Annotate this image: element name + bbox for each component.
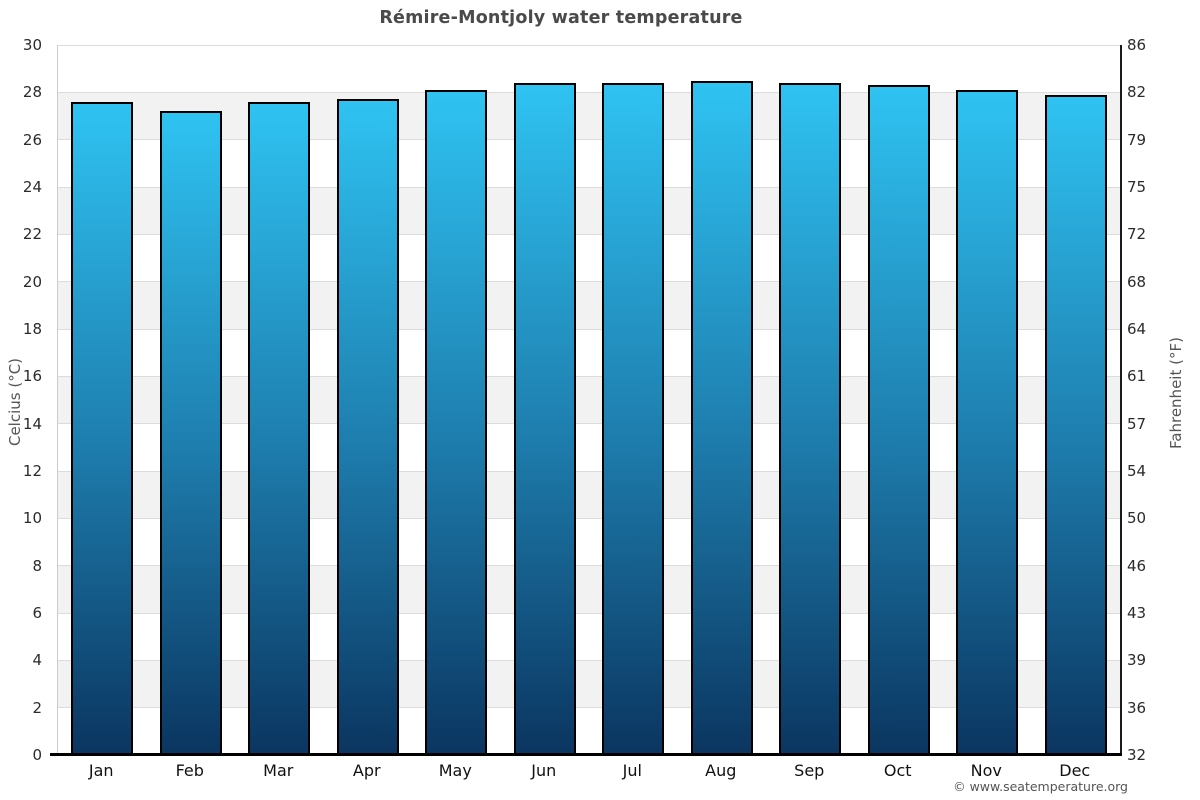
fahrenheit-tick-label: 46	[1127, 556, 1147, 575]
background-band	[58, 92, 1120, 140]
celsius-tick-label: 8	[32, 556, 42, 575]
celsius-tick-label: 6	[32, 604, 42, 622]
gridline	[58, 233, 1120, 235]
x-axis-line	[50, 753, 1122, 756]
month-label-dec: Dec	[1059, 761, 1091, 780]
background-band	[58, 518, 1120, 566]
background-band	[58, 660, 1120, 708]
bar-jan	[71, 101, 134, 755]
fahrenheit-tick-label: 39	[1127, 651, 1147, 670]
month-label-jan: Jan	[88, 761, 114, 780]
celsius-tick-label: 0	[32, 746, 42, 764]
copyright-text: © www.seatemperature.org	[953, 779, 1128, 794]
fahrenheit-tick-label: 54	[1127, 462, 1147, 480]
gridline	[58, 375, 1120, 377]
bar-jun	[513, 82, 576, 755]
fahrenheit-tick-label: 72	[1127, 225, 1147, 244]
celsius-tick-label: 20	[22, 272, 42, 291]
bar-dec	[1044, 94, 1107, 755]
celsius-tick-label: 28	[22, 83, 42, 102]
background-band	[58, 613, 1120, 661]
gridline	[58, 517, 1120, 519]
fahrenheit-tick-label: 75	[1127, 178, 1147, 196]
fahrenheit-tick-label: 86	[1127, 36, 1147, 54]
bar-jul	[602, 82, 665, 755]
month-label-jul: Jul	[622, 761, 642, 780]
month-label-sep: Sep	[794, 761, 825, 780]
fahrenheit-tick-label: 64	[1127, 320, 1147, 338]
celsius-tick-label: 26	[22, 130, 42, 149]
bar-apr	[336, 99, 399, 755]
month-label-may: May	[438, 761, 472, 780]
celsius-tick-label: 16	[22, 367, 42, 386]
celsius-tick-label: 24	[22, 178, 42, 196]
gridline	[58, 139, 1120, 141]
gridline	[58, 470, 1120, 472]
plot-area	[57, 44, 1122, 755]
month-label-aug: Aug	[705, 761, 737, 780]
background-band	[58, 187, 1120, 235]
month-label-nov: Nov	[970, 761, 1002, 780]
bar-feb	[159, 111, 222, 755]
bar-nov	[956, 89, 1019, 755]
bar-may	[425, 89, 488, 755]
celsius-axis-title: Celcius (°C)	[6, 357, 24, 447]
bar-mar	[248, 101, 311, 755]
background-band	[58, 281, 1120, 329]
month-label-oct: Oct	[883, 761, 912, 780]
celsius-tick-label: 10	[22, 509, 42, 528]
month-label-feb: Feb	[175, 761, 204, 780]
month-label-apr: Apr	[352, 761, 381, 780]
gridline	[58, 186, 1120, 188]
celsius-tick-label: 4	[32, 651, 42, 670]
background-band	[58, 471, 1120, 519]
celsius-tick-label: 18	[22, 320, 42, 338]
gridline	[58, 659, 1120, 661]
fahrenheit-tick-label: 82	[1127, 83, 1147, 102]
gridline	[58, 328, 1120, 330]
background-band	[58, 329, 1120, 377]
fahrenheit-tick-label: 50	[1127, 509, 1147, 528]
celsius-tick-label: 22	[22, 225, 42, 244]
gridline	[58, 423, 1120, 425]
month-label-jun: Jun	[531, 761, 557, 780]
fahrenheit-tick-label: 68	[1127, 272, 1147, 291]
celsius-tick-label: 14	[22, 414, 42, 433]
gridline	[58, 612, 1120, 614]
background-band	[58, 234, 1120, 282]
month-label-mar: Mar	[263, 761, 294, 780]
fahrenheit-axis-title: Fahrenheit (°F)	[1167, 337, 1185, 449]
fahrenheit-tick-label: 32	[1127, 746, 1147, 764]
gridline	[58, 281, 1120, 283]
gridline	[58, 91, 1120, 93]
background-band	[58, 423, 1120, 471]
background-band	[58, 707, 1120, 755]
background-band	[58, 45, 1120, 93]
celsius-tick-label: 2	[32, 698, 42, 717]
fahrenheit-tick-label: 61	[1127, 367, 1147, 386]
bar-oct	[867, 85, 930, 755]
fahrenheit-tick-label: 79	[1127, 130, 1147, 149]
bar-aug	[690, 80, 753, 755]
celsius-tick-label: 30	[22, 36, 42, 54]
celsius-tick-label: 12	[22, 462, 42, 480]
fahrenheit-tick-label: 43	[1127, 604, 1147, 622]
fahrenheit-tick-label: 36	[1127, 698, 1147, 717]
background-band	[58, 565, 1120, 613]
gridline	[58, 565, 1120, 567]
chart-title: Rémire-Montjoly water temperature	[379, 8, 743, 28]
gridline	[58, 707, 1120, 709]
gridline	[58, 44, 1120, 46]
background-band	[58, 139, 1120, 187]
fahrenheit-tick-label: 57	[1127, 414, 1147, 433]
background-band	[58, 376, 1120, 424]
bar-sep	[779, 82, 842, 755]
